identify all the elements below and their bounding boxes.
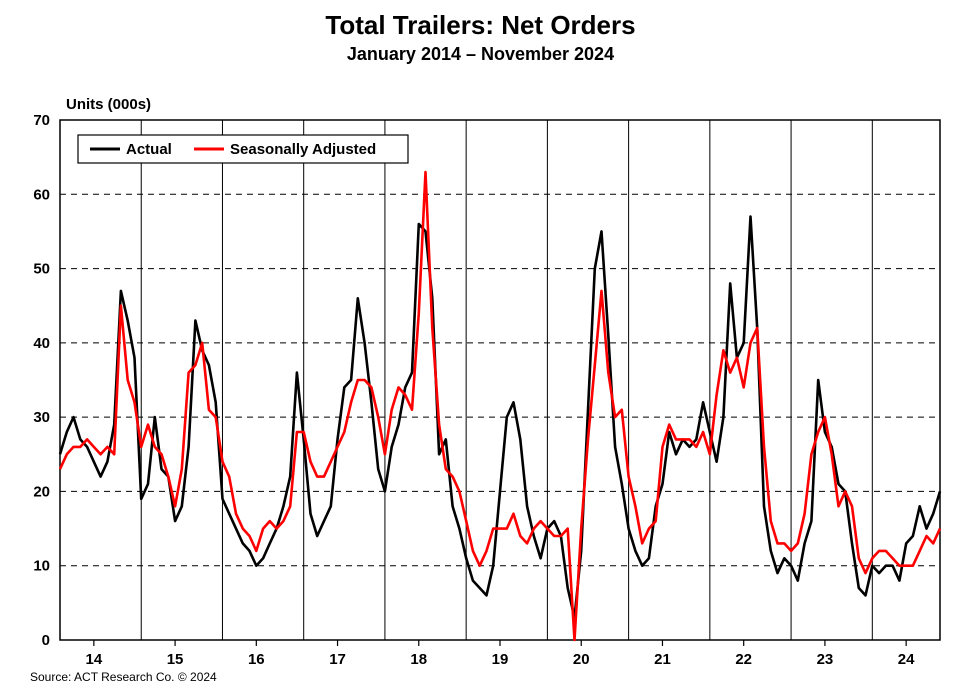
svg-text:18: 18 xyxy=(410,651,427,668)
svg-text:50: 50 xyxy=(33,261,50,278)
svg-text:22: 22 xyxy=(735,651,752,668)
svg-text:70: 70 xyxy=(33,112,50,129)
legend-label: Actual xyxy=(126,141,172,158)
svg-text:24: 24 xyxy=(898,651,915,668)
svg-text:16: 16 xyxy=(248,651,265,668)
svg-text:30: 30 xyxy=(33,409,50,426)
svg-text:23: 23 xyxy=(817,651,834,668)
y-axis-label: Units (000s) xyxy=(66,96,151,113)
svg-text:21: 21 xyxy=(654,651,671,668)
svg-text:10: 10 xyxy=(33,558,50,575)
source-caption: Source: ACT Research Co. © 2024 xyxy=(30,670,217,684)
svg-text:20: 20 xyxy=(573,651,590,668)
svg-text:14: 14 xyxy=(86,651,103,668)
svg-text:17: 17 xyxy=(329,651,346,668)
svg-text:40: 40 xyxy=(33,335,50,352)
svg-text:0: 0 xyxy=(42,632,50,649)
svg-text:15: 15 xyxy=(167,651,184,668)
svg-text:19: 19 xyxy=(492,651,509,668)
legend-label: Seasonally Adjusted xyxy=(230,141,376,158)
svg-text:20: 20 xyxy=(33,483,50,500)
svg-text:60: 60 xyxy=(33,186,50,203)
chart-container: Total Trailers: Net Orders January 2014 … xyxy=(0,0,961,693)
